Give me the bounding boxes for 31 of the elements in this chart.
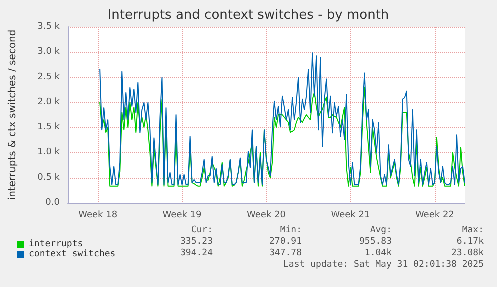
text: Last update: Sat May 31 02:01:38 2025 xyxy=(284,260,484,270)
text: 394.24 xyxy=(180,248,214,258)
x-tick-label: Week 22 xyxy=(415,210,454,220)
text: Avg: xyxy=(370,226,392,236)
x-tick-label: Week 20 xyxy=(247,210,286,220)
y-tick-label: 2.0 k xyxy=(38,97,61,108)
y-tick-label: 1.5 k xyxy=(38,122,61,133)
text: 335.23 xyxy=(180,237,214,247)
y-tick-label: 0.5 k xyxy=(38,172,61,183)
line-series xyxy=(100,52,466,186)
text: 955.83 xyxy=(359,237,392,247)
text: Cur: xyxy=(191,226,214,236)
text: 6.17k xyxy=(456,237,485,247)
text: Min: xyxy=(280,226,302,236)
text: 270.91 xyxy=(269,237,302,247)
y-axis-title: interrupts & ctx switches / second xyxy=(8,30,18,200)
legend-label: context switches xyxy=(29,250,116,260)
y-tick-label: 0.0 xyxy=(46,198,60,208)
text: 23.08k xyxy=(451,248,485,258)
y-tick-label: 2.5 k xyxy=(38,72,61,82)
y-tick-label: 3.0 k xyxy=(38,47,61,58)
x-tick-label: Week 18 xyxy=(78,210,118,220)
text: 1.04k xyxy=(364,248,393,258)
x-tick-label: Week 21 xyxy=(331,210,370,220)
legend-label: interrupts xyxy=(29,240,84,250)
text: Max: xyxy=(462,226,484,236)
y-tick-label: 1.0 k xyxy=(38,148,61,158)
x-tick-label: Week 19 xyxy=(162,210,202,220)
y-tick-label: 3.5 k xyxy=(38,22,61,32)
chart-title: Interrupts and context switches - by month xyxy=(108,8,390,23)
text: 347.78 xyxy=(269,248,302,258)
